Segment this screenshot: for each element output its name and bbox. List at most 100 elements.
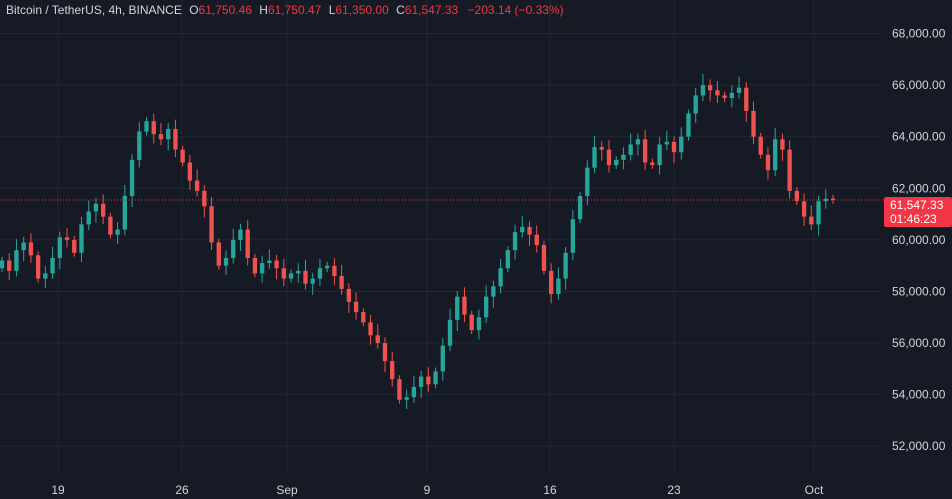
candle-body (100, 203, 106, 217)
x-tick-label: 26 (175, 483, 189, 497)
candle-body (79, 224, 84, 253)
candle (288, 269, 294, 283)
candle-body (187, 162, 193, 181)
candle (426, 367, 431, 392)
candle (28, 233, 34, 263)
candle-body (483, 296, 489, 318)
candle-body (794, 190, 800, 202)
candle-body (816, 201, 821, 225)
candle-body (122, 196, 128, 230)
candle-body (585, 167, 590, 197)
candle-body (194, 180, 200, 191)
candle-body (137, 131, 142, 160)
close-value: 61,547.33 (404, 3, 459, 17)
candle-body (50, 257, 55, 274)
candle (115, 222, 120, 244)
candle (736, 76, 742, 99)
candle-body (108, 216, 113, 235)
candle-body (397, 379, 402, 400)
candle-body (173, 128, 178, 150)
candle-body (57, 237, 62, 258)
candle-body (549, 270, 554, 295)
candle (527, 221, 532, 246)
candle (43, 265, 48, 288)
candle (166, 123, 171, 151)
candle-body (202, 190, 207, 207)
candle (382, 337, 388, 373)
candle (780, 133, 785, 161)
candle-body (303, 270, 308, 284)
candle-body (390, 361, 395, 380)
candle (397, 375, 402, 404)
candle (816, 195, 821, 236)
open-value: 61,750.46 (198, 3, 252, 17)
candle-body (325, 265, 330, 269)
candle (765, 147, 771, 180)
candle-body (512, 232, 518, 251)
candle (585, 160, 590, 206)
candle (353, 292, 359, 320)
candle (187, 155, 193, 190)
candle (433, 367, 438, 389)
candle (809, 205, 814, 231)
axes: 68,000.00 66,000.00 64,000.00 62,000.00 60,0… (51, 27, 945, 497)
candle (491, 280, 496, 308)
candle-body (353, 301, 359, 313)
x-tick-label: Oct (805, 483, 824, 497)
candle-body (621, 154, 626, 160)
candle-body (115, 229, 120, 235)
symbol-legend: Bitcoin / TetherUS, 4h, BINANCE O61,750.… (6, 3, 564, 17)
candle (57, 231, 62, 270)
candle-body (657, 144, 662, 166)
change-value: −203.14 (−0.33%) (467, 3, 564, 17)
candle-body (216, 242, 221, 266)
candle (64, 228, 70, 248)
y-tick-label: 58,000.00 (892, 284, 946, 298)
candle-body (129, 159, 135, 197)
candle-body (180, 149, 185, 163)
candle (267, 249, 272, 269)
candle (469, 310, 474, 335)
candle-body (729, 92, 735, 99)
candle-body (447, 319, 453, 346)
candle (577, 192, 583, 224)
candle-body (411, 386, 417, 398)
candle (390, 351, 395, 387)
candle (14, 239, 19, 277)
candle (303, 259, 308, 290)
candle-body (628, 144, 633, 155)
candle (151, 113, 156, 144)
candle (0, 256, 5, 273)
candle-body (28, 242, 34, 256)
symbol-title[interactable]: Bitcoin / TetherUS, 4h, BINANCE (6, 3, 182, 17)
y-tick-label: 60,000.00 (892, 233, 946, 247)
candle (556, 267, 561, 300)
candle-body (570, 219, 576, 253)
candle (93, 198, 99, 223)
candle (614, 156, 619, 169)
candle-body (686, 113, 691, 137)
candle (700, 74, 706, 102)
candle (541, 241, 547, 275)
candle-body (635, 139, 641, 145)
candle (635, 133, 641, 156)
current-price-badge: 61,547.33 01:46:23 (884, 197, 952, 227)
candle-body (252, 257, 258, 274)
candle (642, 129, 648, 170)
candle (404, 389, 409, 410)
candle-body (505, 250, 510, 269)
candle (411, 375, 417, 403)
candle-body (693, 95, 698, 114)
candle-body (375, 335, 380, 344)
candle-body (592, 147, 597, 168)
candle-body (498, 268, 503, 287)
candle (108, 212, 113, 239)
current-price-label: 61,547.33 (890, 198, 944, 212)
candle-body (288, 273, 294, 279)
candle (650, 158, 655, 169)
candle-body (462, 296, 467, 315)
candle-body (614, 159, 619, 166)
candle (801, 193, 807, 226)
